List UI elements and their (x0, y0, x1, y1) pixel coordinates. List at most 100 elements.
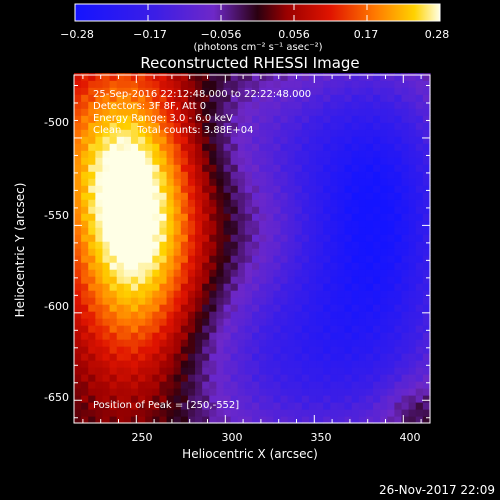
heatmap-cell (280, 178, 289, 186)
heatmap-cell (166, 248, 175, 256)
y-tick-label: -500 (44, 116, 69, 129)
heatmap-cell (159, 122, 168, 130)
heatmap-cell (301, 248, 310, 256)
detectors-annotation: Detectors: 3F 8F, Att 0 (93, 101, 206, 112)
heatmap-cell (408, 94, 417, 102)
heatmap-cell (230, 122, 239, 130)
heatmap-cell (159, 325, 168, 333)
heatmap-cell (401, 269, 410, 277)
heatmap-cell (95, 143, 104, 151)
heatmap-cell (280, 276, 289, 284)
heatmap-cell (415, 192, 424, 200)
heatmap-cell (130, 171, 139, 179)
heatmap-cell (422, 339, 431, 347)
heatmap-cell (81, 248, 89, 256)
heatmap-cell (81, 136, 89, 144)
heatmap-cell (387, 381, 395, 389)
heatmap-cell (394, 269, 403, 277)
heatmap-cell (138, 339, 146, 347)
heatmap-cell (223, 143, 232, 151)
heatmap-cell (294, 381, 303, 389)
heatmap-cell (145, 164, 153, 172)
heatmap-cell (180, 360, 189, 368)
heatmap-cell (173, 157, 182, 165)
heatmap-cell (123, 157, 132, 165)
heatmap-cell (358, 199, 367, 207)
heatmap-cell (223, 304, 232, 312)
heatmap-cell (316, 80, 324, 88)
heatmap-cell (294, 241, 303, 249)
heatmap-cell (95, 262, 104, 270)
heatmap-cell (401, 143, 410, 151)
heatmap-cell (244, 332, 253, 340)
heatmap-cell (180, 311, 189, 319)
heatmap-cell (159, 402, 168, 410)
heatmap-cell (301, 353, 310, 361)
heatmap-cell (95, 332, 104, 340)
heatmap-cell (187, 381, 196, 389)
heatmap-cell (394, 213, 403, 221)
heatmap-cell (152, 136, 161, 144)
heatmap-cell (138, 115, 146, 123)
heatmap-cell (81, 150, 89, 158)
heatmap-cell (74, 395, 82, 403)
heatmap-cell (102, 381, 111, 389)
heatmap-cell (408, 136, 417, 144)
heatmap-cell (373, 388, 381, 396)
heatmap-cell (74, 220, 82, 228)
heatmap-cell (358, 94, 367, 102)
heatmap-cell (74, 241, 82, 249)
heatmap-cell (88, 101, 96, 109)
heatmap-cell (401, 115, 410, 123)
heatmap-cell (373, 122, 381, 130)
heatmap-cell (373, 206, 381, 214)
heatmap-cell (422, 360, 431, 368)
heatmap-cell (123, 283, 132, 291)
heatmap-cell (88, 325, 96, 333)
heatmap-cell (394, 248, 403, 256)
heatmap-cell (308, 150, 317, 158)
heatmap-cell (259, 409, 267, 417)
heatmap-cell (408, 87, 417, 95)
heatmap-cell (145, 234, 153, 242)
heatmap-cell (408, 220, 417, 228)
heatmap-cell (415, 115, 424, 123)
heatmap-cell (422, 304, 431, 312)
heatmap-cell (308, 325, 317, 333)
heatmap-cell (316, 220, 324, 228)
heatmap-cell (273, 199, 282, 207)
heatmap-cell (159, 360, 168, 368)
heatmap-cell (415, 416, 424, 424)
heatmap-cell (116, 80, 125, 88)
heatmap-cell (415, 185, 424, 193)
heatmap-cell (159, 129, 168, 137)
heatmap-cell (287, 395, 296, 403)
heatmap-cell (287, 325, 296, 333)
heatmap-cell (422, 311, 431, 319)
x-tick-label: 350 (311, 431, 332, 444)
heatmap-cell (287, 304, 296, 312)
heatmap-cell (187, 269, 196, 277)
heatmap-cell (415, 206, 424, 214)
heatmap-cell (358, 290, 367, 298)
heatmap-cell (81, 171, 89, 179)
heatmap-cell (308, 311, 317, 319)
heatmap-cell (301, 199, 310, 207)
heatmap-cell (344, 304, 353, 312)
heatmap-cell (294, 360, 303, 368)
heatmap-cell (130, 332, 139, 340)
heatmap-cell (266, 360, 274, 368)
heatmap-cell (373, 262, 381, 270)
heatmap-cell (102, 122, 111, 130)
heatmap-cell (408, 388, 417, 396)
heatmap-cell (152, 304, 161, 312)
heatmap-cell (230, 332, 239, 340)
heatmap-cell (116, 255, 125, 263)
heatmap-cell (316, 374, 324, 382)
heatmap-cell (373, 402, 381, 410)
heatmap-cell (159, 374, 168, 382)
heatmap-cell (301, 87, 310, 95)
heatmap-cell (159, 220, 168, 228)
heatmap-cell (316, 199, 324, 207)
heatmap-cell (337, 374, 346, 382)
